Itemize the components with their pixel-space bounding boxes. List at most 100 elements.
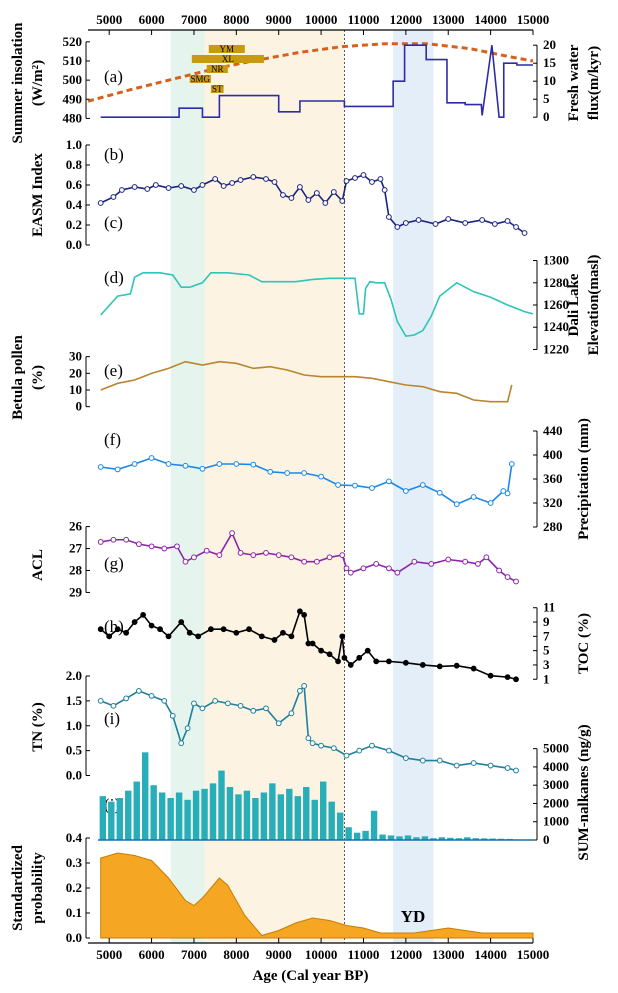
- marker-1-3: [131, 184, 138, 190]
- marker-4-11: [284, 470, 291, 476]
- left-tick-label-1-3: 0.6: [66, 177, 83, 192]
- marker-6-37: [453, 662, 460, 669]
- marker-6-4: [131, 619, 138, 625]
- marker-6-0: [97, 626, 104, 633]
- marker-1-19: [297, 184, 303, 190]
- marker-5-16: [288, 554, 295, 561]
- left-label-a-9: Standardized: [10, 844, 26, 931]
- marker-6-5: [140, 611, 146, 618]
- bar-8-36: [404, 835, 412, 840]
- marker-5-29: [445, 556, 452, 563]
- marker-1-9: [199, 182, 206, 188]
- marker-6-3: [123, 629, 130, 636]
- marker-5-11: [229, 530, 235, 537]
- marker-6-17: [271, 637, 278, 643]
- marker-4-7: [216, 461, 223, 467]
- right-label-6: TOC (%): [576, 613, 592, 674]
- marker-1-35: [432, 221, 439, 227]
- bar-8-21: [277, 794, 285, 840]
- right-tick-label-4-4: 440: [543, 423, 563, 438]
- left-tick-label-3-0: 0: [76, 399, 83, 414]
- marker-7-21: [309, 740, 316, 747]
- marker-1-15: [263, 176, 269, 182]
- right-label-a-0: Fresh water: [566, 44, 582, 121]
- left-label-b-3: (%): [30, 365, 46, 390]
- left-tick-label-5-1: 27: [69, 541, 83, 556]
- marker-7-9: [191, 700, 197, 707]
- top-tick-label-10: 15000: [517, 12, 550, 27]
- marker-7-23: [330, 745, 337, 752]
- right-tick-label-6-3: 7: [543, 628, 550, 643]
- right-tick-label-0-2: 10: [543, 73, 556, 88]
- bottom-tick-label-9: 14000: [474, 947, 507, 962]
- top-tick-label-3: 8000: [223, 12, 249, 27]
- marker-7-1: [110, 702, 117, 709]
- marker-1-38: [479, 217, 486, 223]
- marker-4-9: [250, 461, 257, 468]
- right-tick-label-6-2: 5: [543, 643, 550, 658]
- marker-7-5: [161, 697, 168, 704]
- marker-4-15: [352, 482, 358, 489]
- marker-5-25: [386, 565, 392, 572]
- bar-8-12: [201, 788, 208, 840]
- site-box-label-3: SMG: [191, 74, 211, 84]
- marker-7-32: [470, 760, 477, 766]
- left-label-a-3: Betula pollen: [10, 335, 26, 420]
- marker-1-2: [119, 187, 125, 193]
- marker-5-3: [135, 541, 142, 548]
- marker-4-20: [436, 489, 443, 496]
- bar-8-7: [158, 792, 166, 840]
- marker-6-33: [386, 658, 392, 665]
- marker-6-6: [148, 622, 155, 629]
- marker-1-32: [394, 224, 401, 230]
- marker-4-5: [182, 462, 189, 469]
- bar-8-39: [430, 838, 437, 840]
- marker-4-17: [386, 478, 392, 485]
- site-box-3: [189, 75, 211, 83]
- marker-5-30: [462, 558, 469, 565]
- marker-6-36: [436, 663, 443, 670]
- marker-5-13: [250, 552, 257, 559]
- marker-1-18: [288, 195, 295, 201]
- marker-6-40: [504, 674, 511, 681]
- top-tick-label-4: 9000: [266, 12, 292, 27]
- marker-7-33: [487, 762, 494, 769]
- marker-7-11: [212, 697, 219, 704]
- marker-1-5: [152, 182, 159, 188]
- bar-8-37: [413, 837, 420, 840]
- bar-8-6: [150, 785, 157, 840]
- right-tick-label-8-3: 3000: [543, 777, 569, 792]
- marker-6-26: [335, 658, 341, 665]
- marker-5-2: [123, 536, 130, 543]
- panel-letter-extra-1: (c): [104, 213, 123, 232]
- marker-1-22: [322, 200, 329, 206]
- marker-6-29: [347, 662, 354, 668]
- marker-5-1: [110, 536, 117, 543]
- top-tick-label-8: 13000: [432, 12, 465, 27]
- bar-8-2: [116, 797, 123, 840]
- panel-letter-4: (f): [104, 430, 121, 449]
- left-label-a-0: Summer insolation: [10, 22, 26, 144]
- marker-4-0: [97, 464, 104, 470]
- marker-5-22: [347, 569, 354, 576]
- bar-8-5: [142, 752, 149, 840]
- left-label-b-9: probability: [30, 852, 46, 924]
- bar-8-38: [421, 836, 429, 840]
- marker-4-16: [369, 485, 375, 491]
- marker-1-29: [377, 176, 384, 182]
- marker-6-11: [195, 633, 202, 640]
- marker-4-10: [267, 468, 274, 475]
- marker-7-26: [369, 742, 375, 749]
- left-label-b-0: (W/m²): [30, 60, 46, 106]
- marker-6-24: [318, 647, 324, 654]
- bottom-tick-label-1: 6000: [139, 947, 165, 962]
- marker-5-6: [174, 543, 180, 550]
- marker-1-7: [178, 183, 185, 189]
- marker-6-34: [402, 659, 409, 666]
- bar-8-30: [353, 832, 361, 840]
- left-tick-label-1-4: 0.8: [66, 157, 83, 172]
- site-box-label-2: NR: [211, 64, 224, 74]
- marker-6-10: [186, 629, 193, 636]
- left-label-1: EASM Index: [30, 153, 46, 237]
